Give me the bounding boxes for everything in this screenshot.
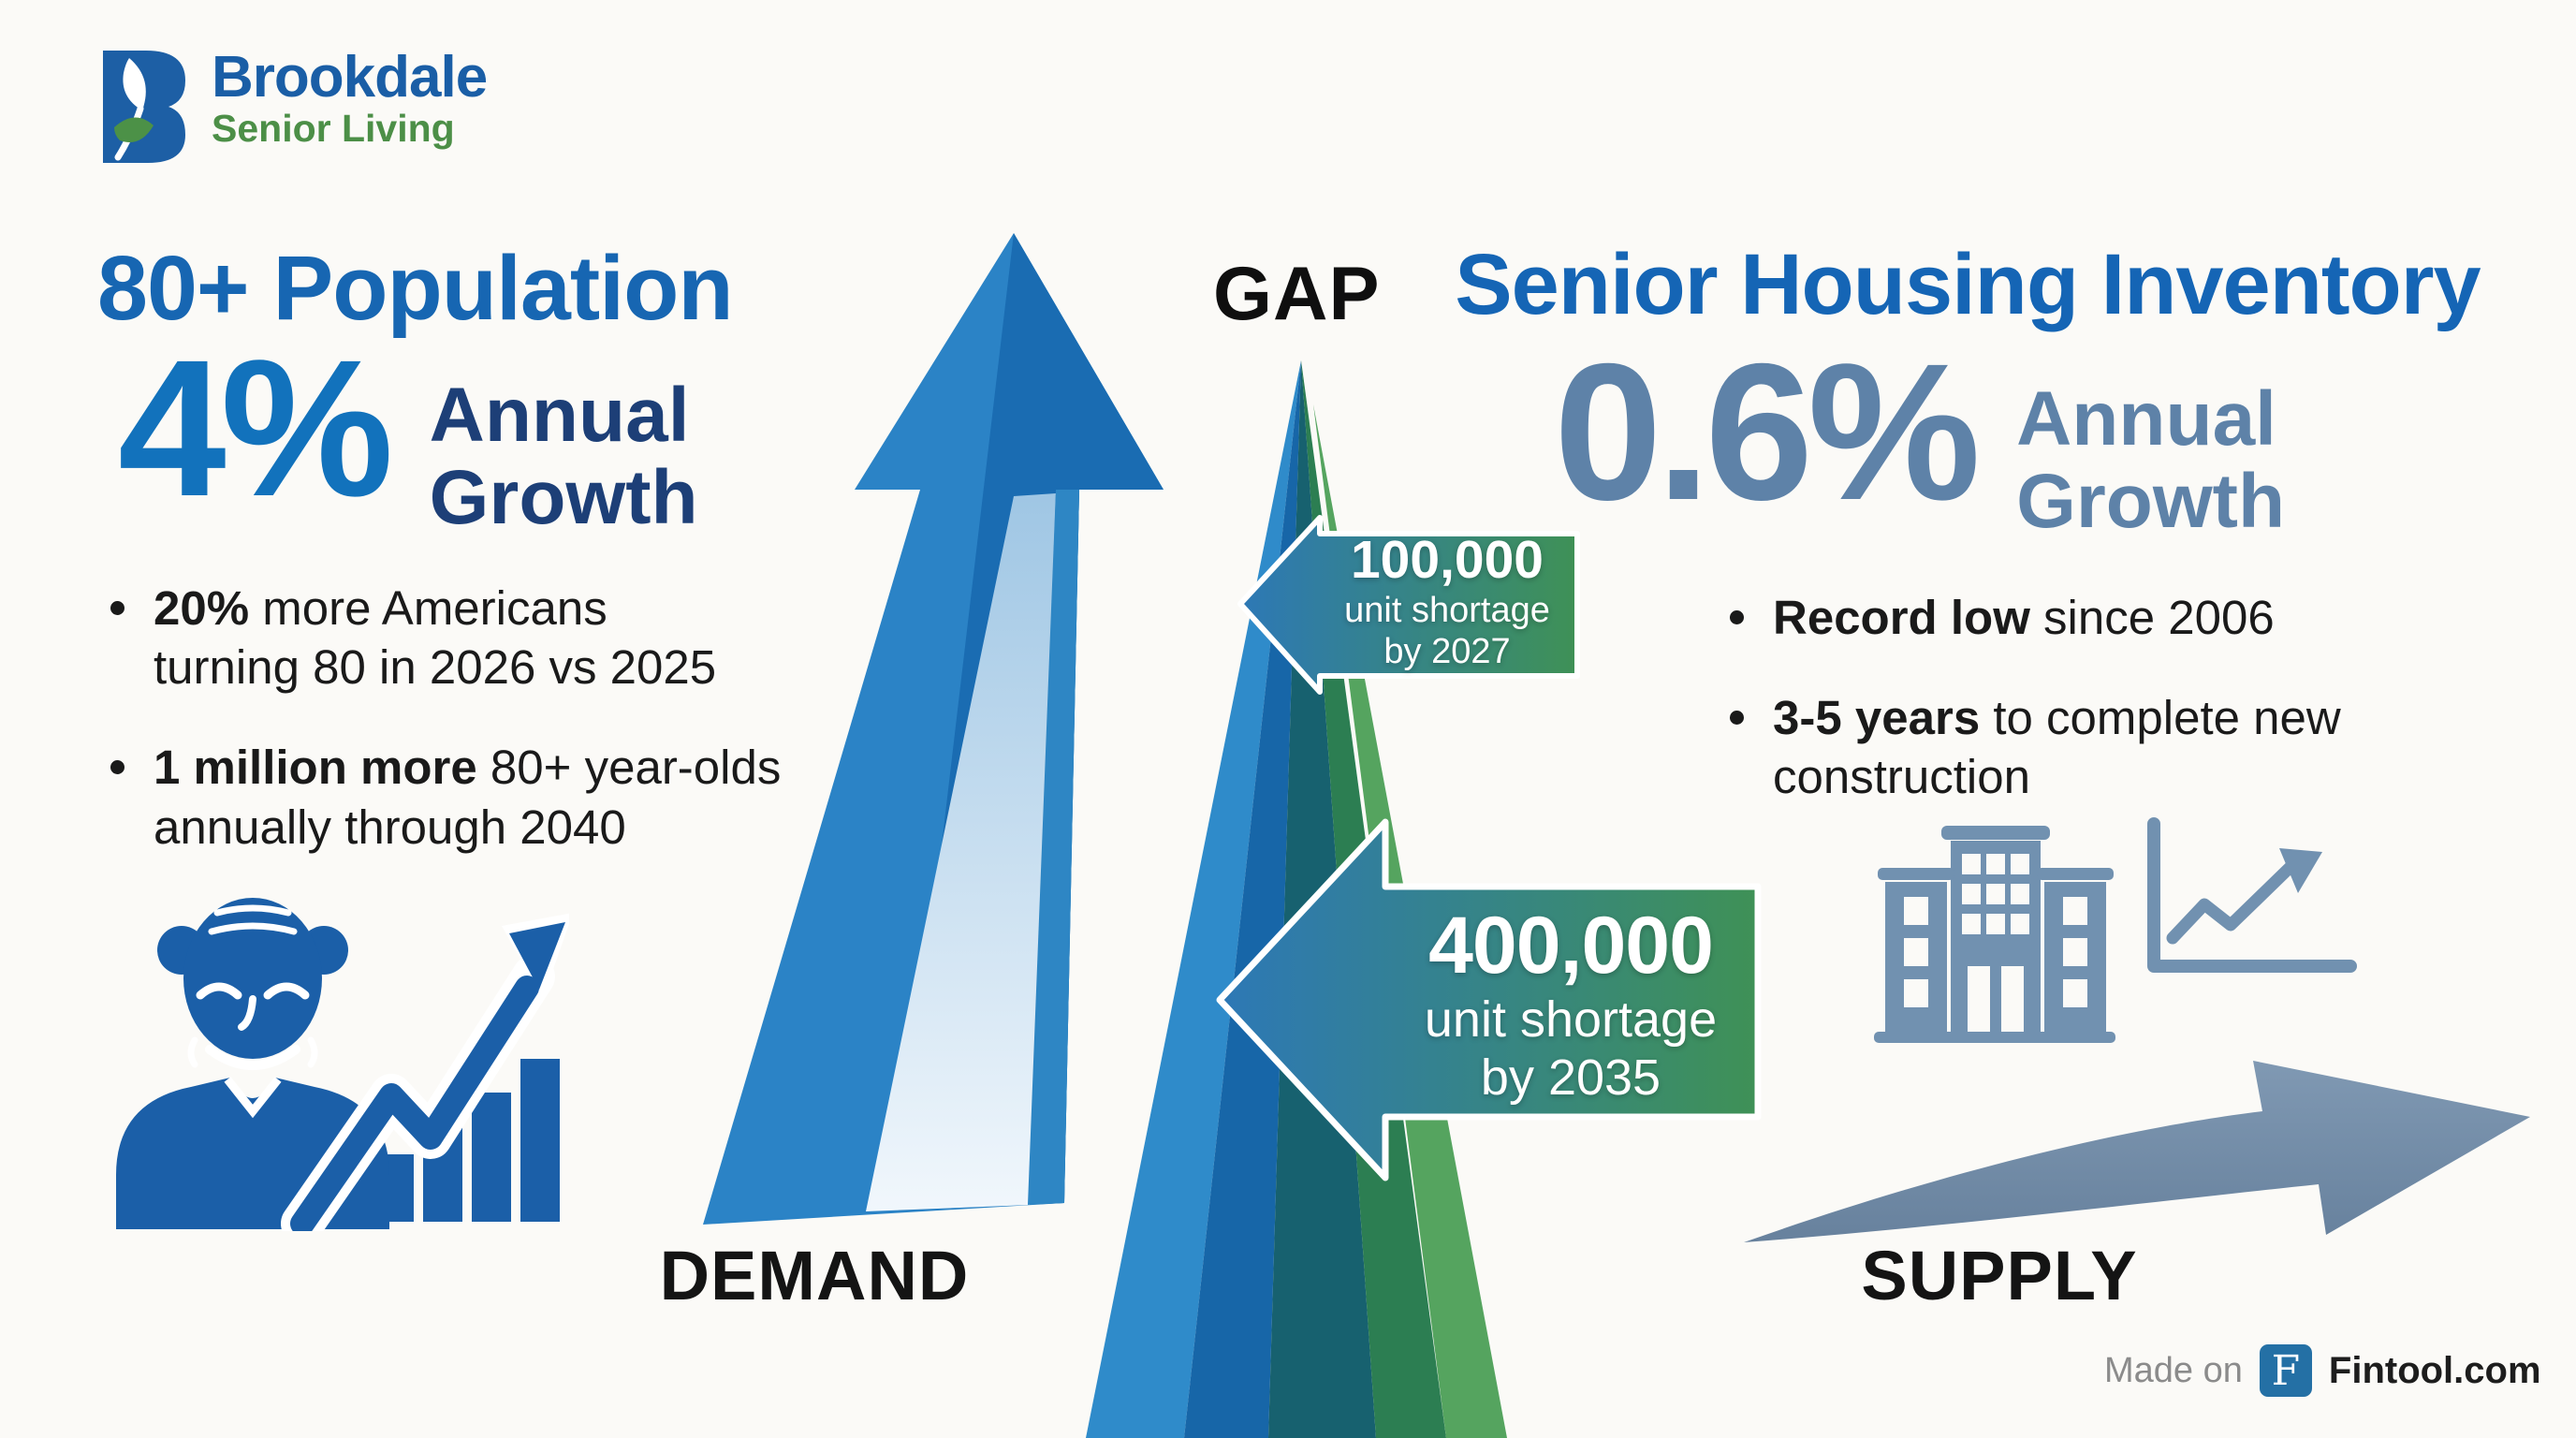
bullet-dot <box>110 579 154 697</box>
supply-bullet-2: 3-5 years to complete new construction <box>1730 688 2479 806</box>
shortage-2027-text: 100,000 unit shortage by 2027 <box>1322 530 1573 672</box>
logo-tagline-text: Senior Living <box>212 107 455 151</box>
demand-bullet-2: 1 million more 80+ year-olds annually thr… <box>110 738 878 856</box>
supply-title: Senior Housing Inventory <box>1455 237 2481 332</box>
supply-stat-label: Annual Growth <box>2016 376 2286 544</box>
senior-man-growth-icon <box>101 857 573 1245</box>
brookdale-logo: Brookdale Senior Living <box>97 45 488 171</box>
shortage-2027-arrow-icon <box>1236 510 1584 704</box>
demand-stat-value: 4% <box>118 320 394 537</box>
shortage-2027-value: 100,000 <box>1350 530 1544 590</box>
shortage-2035-arrow-icon <box>1208 810 1769 1189</box>
shortage-2035-text: 400,000 unit shortage by 2035 <box>1397 901 1745 1107</box>
demand-bullet-1: 20% more Americans turning 80 in 2026 vs … <box>110 579 878 697</box>
demand-title: 80+ Population <box>97 237 734 339</box>
shortage-2035-unit: unit shortage <box>1424 991 1718 1048</box>
logo-brand-text: Brookdale <box>212 45 488 110</box>
bullet-dot <box>1730 588 1773 647</box>
supply-stat: 0.6% Annual Growth <box>1554 324 2286 544</box>
shortage-2035-value: 400,000 <box>1428 901 1714 990</box>
growth-line-chart-icon <box>2137 814 2362 997</box>
fintool-site-text: Fintool.com <box>2328 1349 2541 1391</box>
supply-stat-value: 0.6% <box>1554 324 1981 541</box>
supply-bullets: Record low since 2006 3-5 years to compl… <box>1730 588 2479 807</box>
bullet-dot <box>110 738 154 856</box>
brookdale-leaf-logo-icon <box>97 47 191 171</box>
made-on-text: Made on <box>2104 1350 2243 1390</box>
demand-stat: 4% Annual Growth <box>118 320 698 540</box>
senior-housing-building-icon <box>1870 820 2121 1049</box>
supply-flat-arrow-icon <box>1736 1006 2541 1264</box>
demand-up-arrow-icon <box>655 215 1179 1240</box>
supply-axis-label: SUPPLY <box>1861 1237 2138 1314</box>
shortage-2027-year: by 2027 <box>1383 632 1511 671</box>
demand-axis-label: DEMAND <box>659 1237 970 1314</box>
bullet-dot <box>1730 688 1773 806</box>
shortage-2027-unit: unit shortage <box>1344 591 1550 630</box>
fintool-logo-icon: F <box>2259 1344 2312 1397</box>
gap-label: GAP <box>1213 252 1381 336</box>
demand-stat-label: Annual Growth <box>429 373 698 540</box>
shortage-2035-year: by 2035 <box>1480 1049 1661 1106</box>
supply-bullet-1: Record low since 2006 <box>1730 588 2479 647</box>
footer-credit: Made on F Fintool.com <box>2104 1344 2541 1397</box>
demand-bullets: 20% more Americans turning 80 in 2026 vs … <box>110 579 878 857</box>
